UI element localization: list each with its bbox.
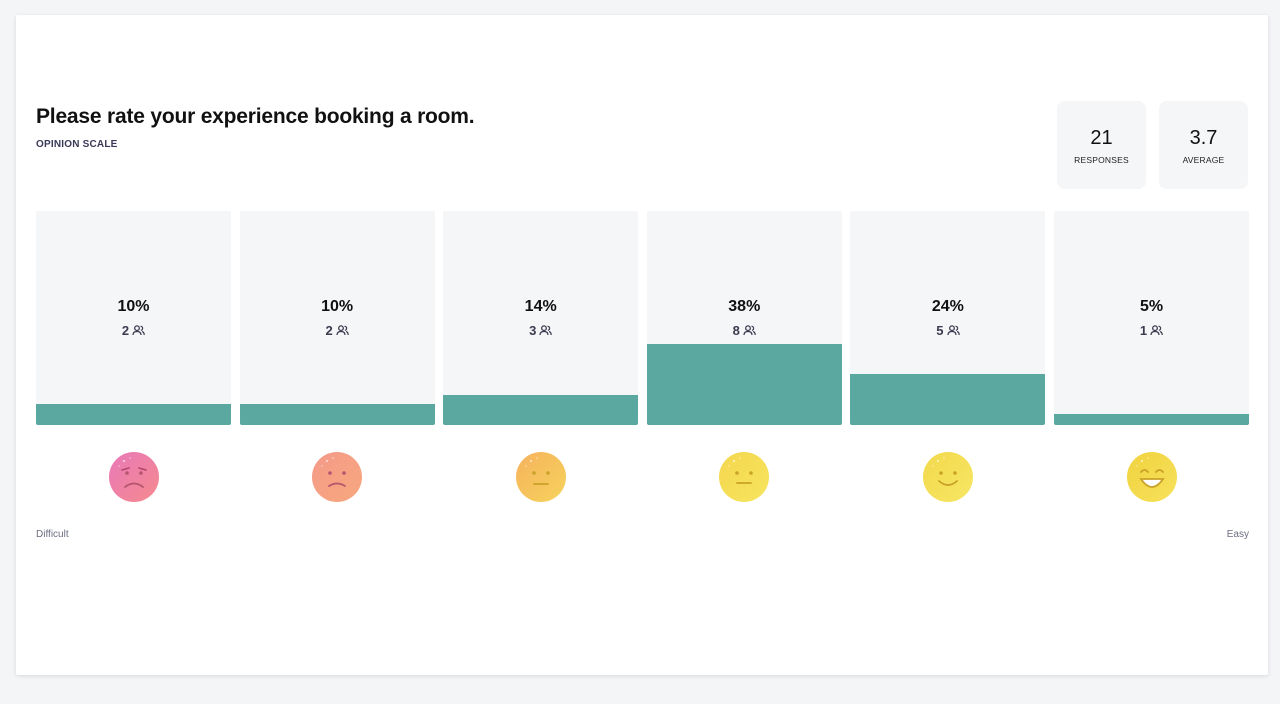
count-value: 1 <box>1139 323 1148 338</box>
results-card: Please rate your experience booking a ro… <box>16 15 1268 675</box>
bar-fill <box>36 403 231 425</box>
people-icon <box>539 325 553 336</box>
scale-column[interactable]: 10% 2 <box>36 211 231 425</box>
scale-column[interactable]: 10% 2 <box>239 211 435 425</box>
scale-max-label: Easy <box>1226 529 1249 540</box>
scale-column[interactable]: 24% 5 <box>850 211 1046 425</box>
people-icon <box>132 325 145 336</box>
percent-label: 5% <box>1139 298 1164 315</box>
people-icon <box>946 325 960 336</box>
count-label: 2 <box>240 323 435 338</box>
scale-min-label: Difficult <box>36 529 69 540</box>
sad-face-icon <box>312 452 363 502</box>
neutral-face-icon <box>515 452 566 502</box>
count-value: 2 <box>325 323 333 338</box>
bar-fill <box>646 343 842 425</box>
bar-fill <box>443 395 639 425</box>
people-icon <box>743 325 756 336</box>
responses-value: 21 <box>1090 127 1113 149</box>
opinion-scale-chart: 10% 2 10% 2 14% 3 38% 8 24% 5 5% 1 <box>36 211 1249 425</box>
percent-label: 38% <box>728 298 761 315</box>
very-sad-face-icon <box>108 452 159 502</box>
average-label: AVERAGE <box>1182 155 1225 165</box>
question-title: Please rate your experience booking a ro… <box>36 105 475 128</box>
question-type-label: OPINION SCALE <box>36 139 118 150</box>
count-label: 8 <box>647 323 842 338</box>
scale-column[interactable]: 14% 3 <box>443 211 639 425</box>
people-icon <box>336 325 349 336</box>
bar-fill <box>239 403 435 425</box>
count-label: 1 <box>1054 323 1249 338</box>
count-value: 2 <box>121 323 130 338</box>
average-value: 3.7 <box>1189 127 1218 149</box>
count-value: 3 <box>529 323 537 338</box>
slight-smile-face-icon <box>719 452 770 502</box>
average-stat: 3.7 AVERAGE <box>1159 101 1248 189</box>
scale-column[interactable]: 5% 1 <box>1054 211 1249 425</box>
bar-fill <box>1054 414 1249 425</box>
percent-label: 24% <box>931 298 964 315</box>
bar-fill <box>850 373 1046 425</box>
count-label: 5 <box>850 323 1045 338</box>
smile-face-icon <box>922 452 973 502</box>
percent-label: 10% <box>117 298 150 315</box>
grin-face-icon <box>1126 452 1177 502</box>
responses-label: RESPONSES <box>1074 155 1129 165</box>
scale-column[interactable]: 38% 8 <box>646 211 842 425</box>
count-value: 8 <box>732 323 740 338</box>
count-label: 2 <box>36 323 231 338</box>
count-label: 3 <box>443 323 638 338</box>
count-value: 5 <box>936 323 944 338</box>
percent-label: 14% <box>524 298 557 315</box>
responses-stat: 21 RESPONSES <box>1057 101 1146 189</box>
people-icon <box>1150 325 1163 336</box>
percent-label: 10% <box>321 298 354 315</box>
